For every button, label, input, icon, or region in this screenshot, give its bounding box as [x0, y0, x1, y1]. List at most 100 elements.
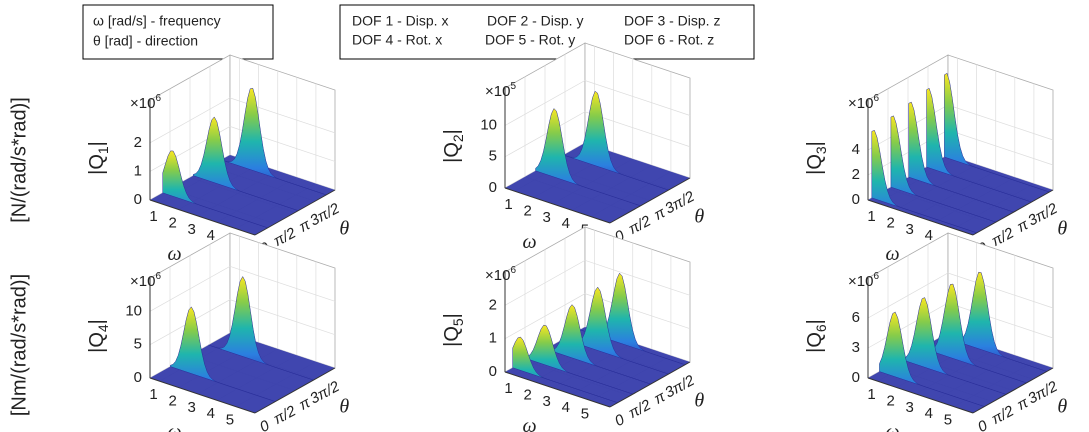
- multiplier: ×106: [130, 93, 161, 112]
- x-axis-label: ω: [886, 243, 900, 265]
- grid-line: [149, 126, 336, 172]
- multiplier: ×106: [485, 265, 516, 284]
- row-label: [N/(rad/s*rad)]: [8, 97, 30, 223]
- z-axis-label: |Q5|: [441, 313, 465, 347]
- multiplier: ×105: [485, 81, 516, 100]
- x-tick-label: 2: [168, 215, 176, 232]
- z-axis-label: |Q3|: [804, 141, 828, 175]
- z-tick-label: 3: [852, 339, 860, 356]
- x-axis: [867, 199, 974, 236]
- y-tick-label: 3π/2: [662, 188, 698, 218]
- z-label-main: |Q: [86, 332, 108, 353]
- surface-peak: [890, 115, 996, 223]
- multiplier-exp: 6: [155, 93, 161, 104]
- grid-line: [504, 259, 691, 306]
- surface-peak: [545, 304, 651, 385]
- z-tick-label: 0: [134, 191, 142, 208]
- x-tick-label: 4: [562, 215, 570, 232]
- surface-peak: [944, 72, 1050, 193]
- x-tick-label: 1: [149, 208, 157, 225]
- z-label-main: |Q: [441, 142, 463, 163]
- z-label-end: |: [86, 141, 108, 146]
- y-axis-label: θ: [1057, 217, 1067, 239]
- x-axis-label: ω: [523, 415, 537, 432]
- surface-peak: [535, 108, 641, 207]
- x-axis: [149, 199, 256, 236]
- surface-peak: [162, 150, 268, 229]
- x-axis-label: ω: [168, 243, 182, 265]
- x-tick-label: 4: [207, 227, 215, 244]
- multiplier-base: ×10: [130, 95, 155, 112]
- z-label-end: |: [441, 313, 463, 318]
- x-tick-label: 5: [226, 412, 234, 429]
- legend-text: DOF 6 - Rot. z: [624, 32, 714, 48]
- z-label-sub: 4: [95, 324, 111, 332]
- z-label-end: |: [441, 129, 463, 134]
- x-tick-label: 3: [906, 399, 914, 416]
- row-label: [Nm/(rad/s*rad)]: [8, 274, 30, 416]
- surface-peak: [879, 311, 985, 407]
- y-tick-label: π/2: [626, 212, 654, 238]
- multiplier-exp: 5: [510, 81, 516, 92]
- z-tick-label: 1: [489, 330, 497, 347]
- z-axis-label: |Q6|: [804, 319, 828, 353]
- z-tick-label: 2: [134, 134, 142, 151]
- surface-peak: [900, 297, 1007, 395]
- x-tick-label: 2: [523, 203, 531, 220]
- x-tick-label: 2: [523, 387, 531, 404]
- y-tick-label: 3π/2: [1025, 200, 1061, 230]
- x-tick-label: 5: [581, 406, 589, 423]
- legend-right: DOF 1 - Disp. x DOF 2 - Disp. y DOF 3 - …: [339, 4, 755, 60]
- z-label-sub: 2: [450, 134, 466, 142]
- y-axis: [609, 177, 691, 224]
- y-axis-label: θ: [694, 205, 704, 227]
- y-tick-label: π/2: [626, 396, 654, 422]
- z-tick-label: 2: [852, 166, 860, 183]
- multiplier-base: ×10: [848, 273, 873, 290]
- z-tick-label: 4: [852, 141, 860, 158]
- y-axis: [254, 189, 336, 236]
- legend-text: DOF 4 - Rot. x: [352, 32, 442, 48]
- surface-peak: [871, 129, 977, 234]
- legend-text: DOF 1 - Disp. x: [352, 13, 448, 29]
- z-tick-label: 0: [489, 179, 497, 196]
- z-tick-label: 10: [125, 302, 142, 319]
- grid-line: [504, 111, 691, 158]
- x-tick-label: 1: [149, 386, 157, 403]
- multiplier-exp: 6: [510, 265, 516, 276]
- x-tick-label: 1: [867, 386, 875, 403]
- y-tick-label: 0: [612, 411, 628, 430]
- legend-text: θ [rad] - direction: [93, 33, 198, 49]
- legend-frame: [82, 4, 274, 60]
- z-tick-label: 2: [489, 296, 497, 313]
- legend-text: DOF 5 - Rot. y: [485, 32, 575, 48]
- y-tick-label: 3π/2: [307, 200, 343, 230]
- x-axis-label: ω: [886, 421, 900, 432]
- x-axis-label: ω: [168, 421, 182, 432]
- surface-peak: [170, 306, 276, 402]
- multiplier-base: ×10: [485, 83, 510, 100]
- surface-peak: [908, 101, 1014, 213]
- z-label-sub: 5: [450, 318, 466, 326]
- grid-line: [149, 97, 336, 144]
- x-tick-label: 5: [944, 412, 952, 429]
- x-axis: [504, 371, 611, 408]
- x-tick-label: 4: [562, 399, 570, 416]
- z-tick-label: 10: [480, 116, 497, 133]
- x-tick-label: 4: [925, 405, 933, 422]
- z-label-main: |Q: [804, 332, 826, 353]
- x-tick-label: 2: [886, 215, 894, 232]
- z-tick-label: 0: [852, 369, 860, 386]
- legend-text: ω [rad/s] - frequency: [93, 13, 221, 29]
- x-tick-label: 1: [504, 380, 512, 397]
- grid-line: [867, 272, 1054, 319]
- z-tick-label: 5: [134, 336, 142, 353]
- surface-peak: [926, 87, 1032, 203]
- y-tick-label: π/2: [271, 402, 299, 428]
- x-tick-label: 3: [906, 221, 914, 238]
- surface-peak: [208, 275, 314, 381]
